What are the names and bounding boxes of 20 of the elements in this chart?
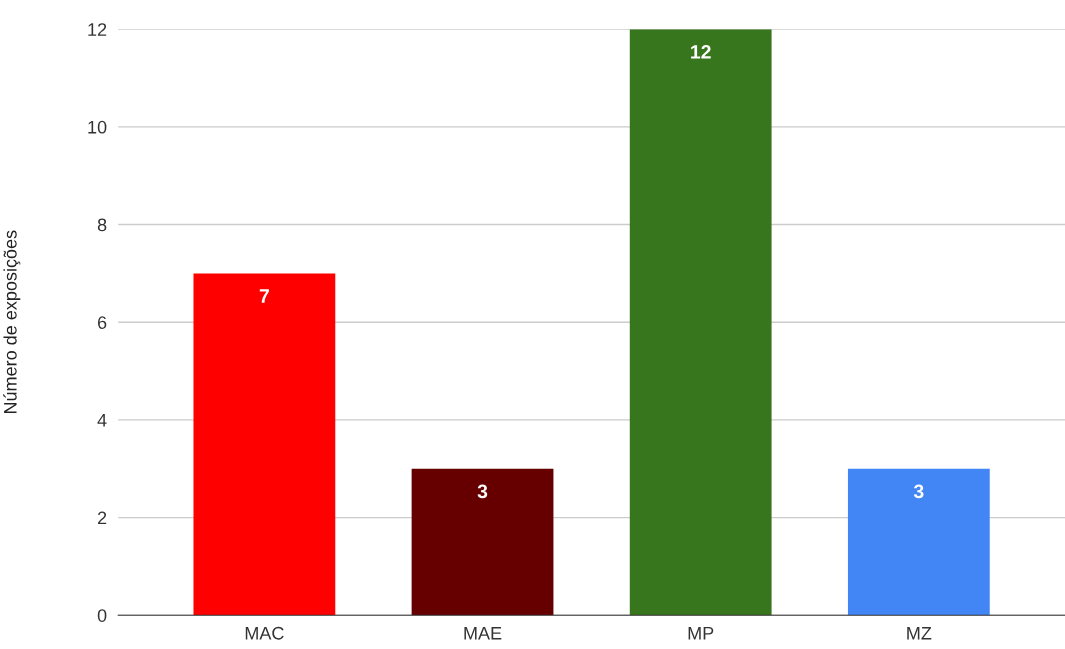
y-tick-label: 10 [88,120,107,134]
y-tick-label: 2 [97,511,107,525]
bar [411,468,554,616]
y-tick-label: 8 [97,218,107,232]
y-tick-label: 0 [97,609,107,622]
data-label: 3 [477,484,488,499]
bar [847,468,990,616]
x-tick-label: MZ [907,627,932,640]
y-tick-label: 12 [88,23,107,36]
data-label: 12 [691,44,711,59]
y-tick-label: 4 [97,414,107,427]
y-tick-label: 6 [97,316,107,329]
x-tick-label: MAE [464,627,502,640]
x-tick-label: MP [688,627,714,640]
bar [193,273,336,616]
data-label: 7 [259,289,269,303]
bar [629,29,772,616]
data-label: 3 [913,484,924,499]
x-tick-label: MAC [245,626,284,640]
y-axis-title: Número de exposições [3,230,21,414]
